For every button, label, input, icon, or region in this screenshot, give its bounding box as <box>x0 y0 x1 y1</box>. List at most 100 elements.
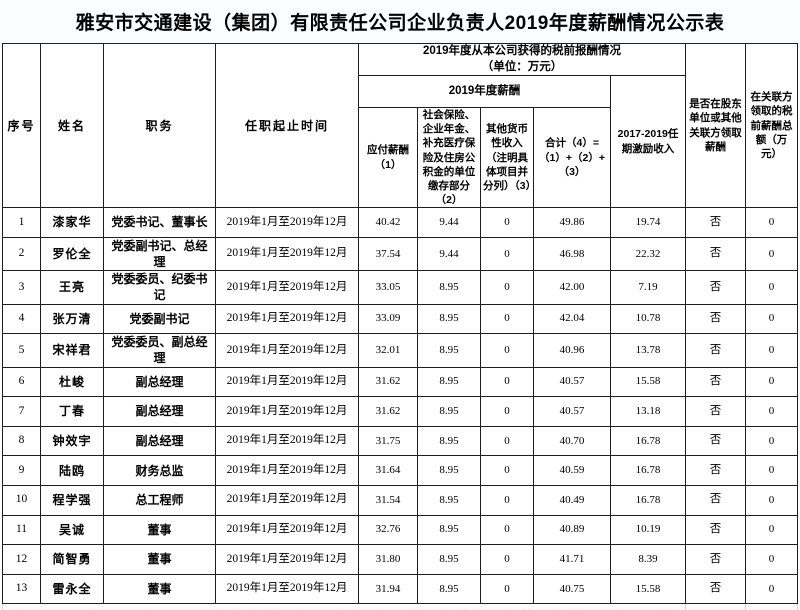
cell-related-amount: 0 <box>745 333 799 368</box>
cell-incentive: 10.78 <box>609 303 687 335</box>
cell-related: 否 <box>685 303 747 335</box>
header-group-pretax-line2: （单位：万元） <box>481 60 563 73</box>
page-title: 雅安市交通建设（集团）有限责任公司企业负责人2019年度薪酬情况公示表 <box>75 13 725 34</box>
cell-social: 8.95 <box>417 270 481 305</box>
cell-related-amount: 0 <box>745 396 799 427</box>
cell-incentive: 16.78 <box>609 455 687 486</box>
cell-social: 8.95 <box>417 303 481 335</box>
header-incentive: 2017-2019任期激励收入 <box>609 75 687 209</box>
cell-name: 罗伦全 <box>40 236 104 272</box>
cell-related: 否 <box>685 455 747 486</box>
cell-related-amount: 0 <box>745 303 799 335</box>
cell-incentive: 15.58 <box>609 366 687 398</box>
cell-position: 董事 <box>103 514 216 546</box>
cell-position: 副总经理 <box>103 396 216 427</box>
cell-total: 40.57 <box>533 396 611 427</box>
cell-term: 2019年1月至2019年12月 <box>215 484 359 516</box>
cell-position: 党委委员、副总经理 <box>103 333 216 368</box>
cell-related-amount: 0 <box>745 236 799 272</box>
table-header: 序号 姓名 职务 任职起止时间 2019年度从本公司获得的税前报酬情况 （单位：… <box>2 42 799 209</box>
cell-social: 8.95 <box>417 514 481 546</box>
cell-social: 8.95 <box>417 573 481 605</box>
cell-name: 王亮 <box>40 270 104 305</box>
cell-related: 否 <box>685 236 747 272</box>
table-row: 1 漆家华 党委书记、董事长 2019年1月至2019年12月 40.42 9.… <box>2 207 799 238</box>
table-body: 1 漆家华 党委书记、董事长 2019年1月至2019年12月 40.42 9.… <box>2 207 799 605</box>
cell-payable: 37.54 <box>358 236 418 272</box>
cell-social: 8.95 <box>417 455 481 486</box>
cell-term: 2019年1月至2019年12月 <box>215 573 359 605</box>
cell-other: 0 <box>480 207 534 238</box>
table-footer: 备注：上表披露信息为我公司企业负责人2019年度全部应发税前薪酬，按国家规定由单… <box>1 603 799 610</box>
cell-position: 党委委员、纪委书记 <box>103 270 216 305</box>
cell-term: 2019年1月至2019年12月 <box>215 270 359 305</box>
cell-position: 财务总监 <box>103 455 216 486</box>
cell-social: 8.95 <box>417 484 481 516</box>
cell-payable: 31.62 <box>358 396 418 427</box>
header-related-party-amount: 在关联方领取的税前薪酬总额（万元） <box>745 42 799 209</box>
cell-no: 11 <box>2 514 41 546</box>
table-row: 9 陆鸥 财务总监 2019年1月至2019年12月 31.64 8.95 0 … <box>2 455 799 486</box>
cell-payable: 31.64 <box>358 455 418 486</box>
cell-other: 0 <box>480 333 534 368</box>
cell-incentive: 16.78 <box>609 484 687 516</box>
cell-other: 0 <box>480 544 534 575</box>
cell-payable: 31.75 <box>358 425 418 457</box>
cell-other: 0 <box>480 366 534 398</box>
cell-social: 9.44 <box>417 207 481 238</box>
cell-name: 程学强 <box>40 484 104 516</box>
table-row: 4 张万清 党委副书记 2019年1月至2019年12月 33.09 8.95 … <box>2 303 799 335</box>
cell-name: 简智勇 <box>40 544 104 575</box>
cell-social: 8.95 <box>417 333 481 368</box>
cell-name: 宋祥君 <box>40 333 104 368</box>
cell-total: 40.70 <box>533 425 611 457</box>
cell-social: 8.95 <box>417 544 481 575</box>
cell-other: 0 <box>480 455 534 486</box>
header-term: 任职起止时间 <box>215 42 359 209</box>
header-name: 姓名 <box>40 42 104 209</box>
cell-related: 否 <box>685 207 747 238</box>
cell-term: 2019年1月至2019年12月 <box>215 236 359 272</box>
cell-total: 40.96 <box>533 333 611 368</box>
cell-term: 2019年1月至2019年12月 <box>215 396 359 427</box>
cell-total: 49.86 <box>533 207 611 238</box>
cell-total: 40.75 <box>533 573 611 605</box>
cell-no: 3 <box>2 270 41 305</box>
cell-related-amount: 0 <box>745 484 799 516</box>
cell-term: 2019年1月至2019年12月 <box>215 366 359 398</box>
cell-no: 6 <box>2 366 41 398</box>
cell-incentive: 10.19 <box>609 514 687 546</box>
cell-no: 1 <box>2 207 41 238</box>
cell-name: 吴诚 <box>40 514 104 546</box>
cell-payable: 32.01 <box>358 333 418 368</box>
cell-term: 2019年1月至2019年12月 <box>215 207 359 238</box>
cell-name: 杜峻 <box>40 366 104 398</box>
cell-other: 0 <box>480 573 534 605</box>
header-group-salary-2019: 2019年度薪酬 <box>358 75 611 109</box>
cell-name: 漆家华 <box>40 207 104 238</box>
cell-name: 陆鸥 <box>40 455 104 486</box>
cell-incentive: 7.19 <box>609 270 687 305</box>
note-empty-cell-2 <box>745 603 799 610</box>
cell-position: 党委副书记、总经理 <box>103 236 216 272</box>
cell-related-amount: 0 <box>745 207 799 238</box>
header-related-party-pay: 是否在股东单位或其他关联方领取薪酬 <box>685 42 747 209</box>
cell-total: 40.59 <box>533 455 611 486</box>
cell-term: 2019年1月至2019年12月 <box>215 544 359 575</box>
cell-position: 董事 <box>103 573 216 605</box>
cell-term: 2019年1月至2019年12月 <box>215 455 359 486</box>
cell-incentive: 22.32 <box>609 236 687 272</box>
cell-no: 10 <box>2 484 41 516</box>
title-bar: 雅安市交通建设（集团）有限责任公司企业负责人2019年度薪酬情况公示表 <box>0 0 800 43</box>
header-total: 合计（4）=（1）+（2）+（3） <box>533 107 611 209</box>
cell-position: 党委书记、董事长 <box>103 207 216 238</box>
cell-position: 副总经理 <box>103 366 216 398</box>
cell-incentive: 8.39 <box>609 544 687 575</box>
table-row: 7 丁春 副总经理 2019年1月至2019年12月 31.62 8.95 0 … <box>2 396 799 427</box>
cell-social: 8.95 <box>417 425 481 457</box>
cell-payable: 31.62 <box>358 366 418 398</box>
cell-related-amount: 0 <box>745 270 799 305</box>
cell-incentive: 15.58 <box>609 573 687 605</box>
cell-other: 0 <box>480 514 534 546</box>
